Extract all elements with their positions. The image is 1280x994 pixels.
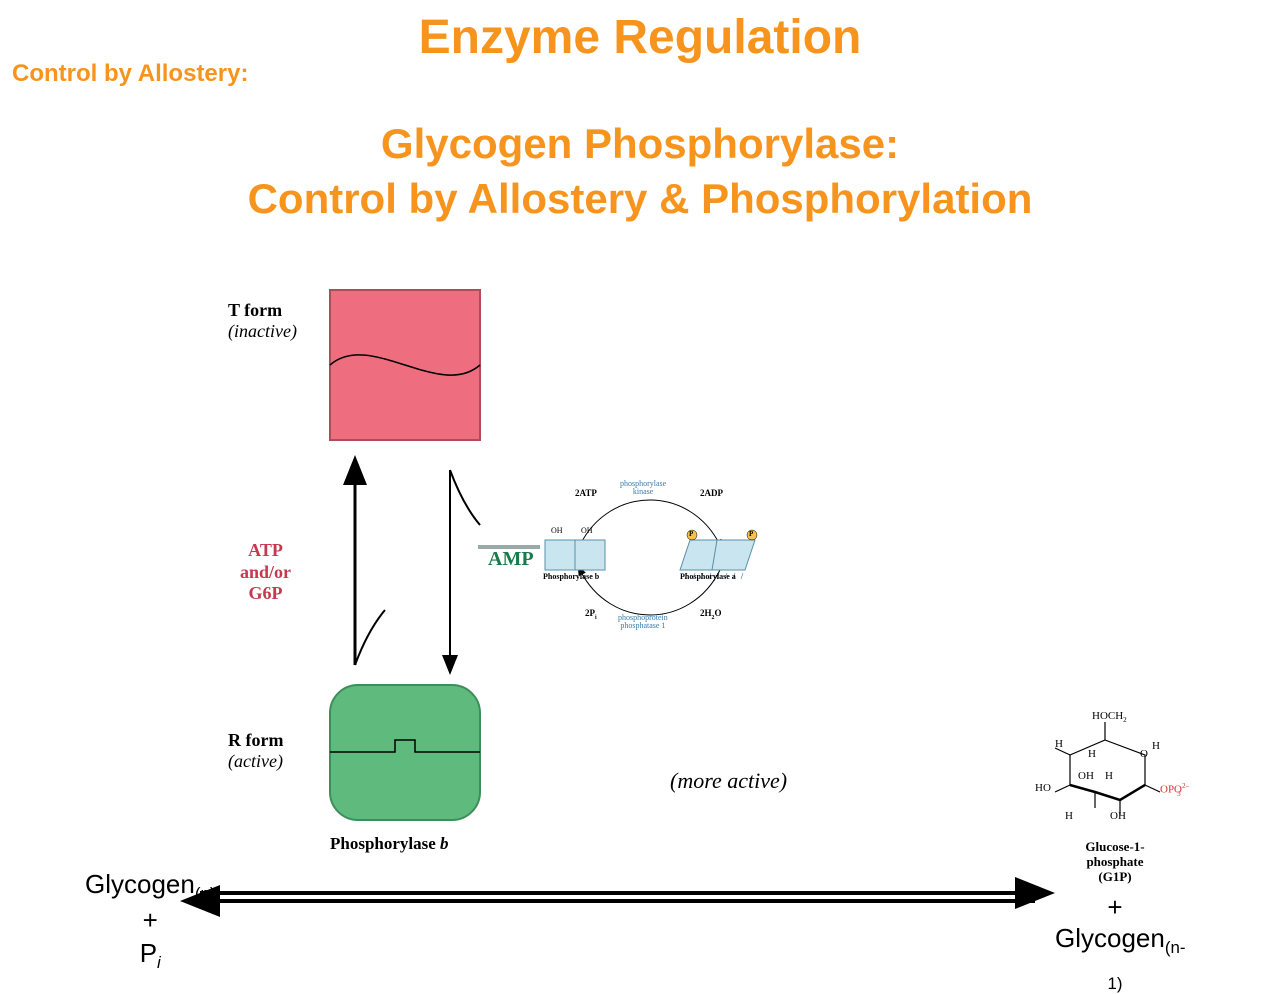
cycle-oh2: OH <box>581 526 593 535</box>
cycle-oh1: OH <box>551 526 563 535</box>
gluc-hoch2-t: HOCH <box>1092 710 1123 722</box>
gluc-h-4: H <box>1105 770 1113 782</box>
phos-b-text: Phosphorylase <box>330 834 436 853</box>
gluc-opo3: OPO2–3 <box>1160 782 1189 798</box>
t-form-name: T form <box>228 300 282 320</box>
r-form-state: (active) <box>228 751 283 771</box>
cycle-2h2o-e: O <box>714 608 721 618</box>
reaction-left2-sub: i <box>157 953 161 972</box>
gluc-ho: HO <box>1035 782 1051 794</box>
cycle-phos-b: Phosphorylase b <box>543 572 599 581</box>
gluc-oh-2: OH <box>1110 810 1126 822</box>
reaction-left2: P <box>140 938 157 968</box>
cycle-phos-a: Phosphorylase a <box>680 572 736 581</box>
g1p-label: Glucose-1- phosphate (G1P) <box>1055 840 1175 885</box>
cycle-2atp: 2ATP <box>575 488 597 498</box>
reaction-left1: Glycogen <box>85 869 195 899</box>
reaction-right: + Glycogen(n-1) <box>1055 892 1175 994</box>
cycle-2h2o: 2H2O <box>700 608 721 621</box>
phos-b-italic: b <box>440 834 449 853</box>
g1p-l2: phosphate <box>1086 854 1143 869</box>
gluc-h-3: H <box>1152 740 1160 752</box>
gluc-h-5: H <box>1065 810 1073 822</box>
reaction-left1-sub: (n) <box>195 884 216 903</box>
gluc-h-1: H <box>1055 738 1063 750</box>
gluc-h-2: H <box>1088 748 1096 760</box>
amp-label: AMP <box>488 548 534 571</box>
cycle-2pi-s: i <box>595 615 597 621</box>
gluc-hoch2: HOCH2 <box>1092 710 1127 724</box>
cycle-phosphatase: phosphoprotein phosphatase 1 <box>618 614 668 630</box>
reaction-right4: Glycogen <box>1055 923 1165 953</box>
reaction-left-plus: + <box>143 905 158 935</box>
atp-l1: ATP <box>248 540 283 560</box>
gluc-opo3-sub: 3 <box>1177 790 1181 798</box>
glucose-structure <box>1055 722 1160 815</box>
more-active-label: (more active) <box>670 768 787 794</box>
cycle-p1: P <box>689 530 693 538</box>
gluc-opo3-sup: 2– <box>1182 782 1189 790</box>
reaction-left: Glycogen(n) + Pi <box>85 868 216 973</box>
arrow-up-tail <box>355 610 385 665</box>
atp-l2: and/or <box>240 562 291 582</box>
gluc-hoch2-s: 2 <box>1123 716 1127 724</box>
cycle-diagram <box>545 500 757 615</box>
arrow-down-tail <box>450 470 480 525</box>
cycle-p2: P <box>749 530 753 538</box>
cycle-2adp: 2ADP <box>700 488 723 498</box>
phos-b-label: Phosphorylase b <box>330 834 449 854</box>
t-form-state: (inactive) <box>228 321 297 341</box>
cycle-2pi-t: 2P <box>585 608 595 618</box>
cycle-2pi: 2Pi <box>585 608 597 621</box>
cycle-kinase: phosphorylase kinase <box>620 480 666 496</box>
gluc-oh-1: OH <box>1078 770 1094 782</box>
reaction-right-plus: + <box>1107 892 1122 922</box>
g1p-l1: Glucose-1- <box>1085 839 1144 854</box>
atp-l3: G6P <box>249 583 283 603</box>
atp-label: ATP and/or G6P <box>240 540 291 605</box>
g1p-l3: (G1P) <box>1098 869 1131 884</box>
cycle-2h2o-a: 2H <box>700 608 712 618</box>
r-form-name: R form <box>228 730 283 750</box>
gluc-o: O <box>1140 748 1148 760</box>
r-form-label: R form (active) <box>228 730 283 772</box>
t-form-label: T form (inactive) <box>228 300 297 342</box>
